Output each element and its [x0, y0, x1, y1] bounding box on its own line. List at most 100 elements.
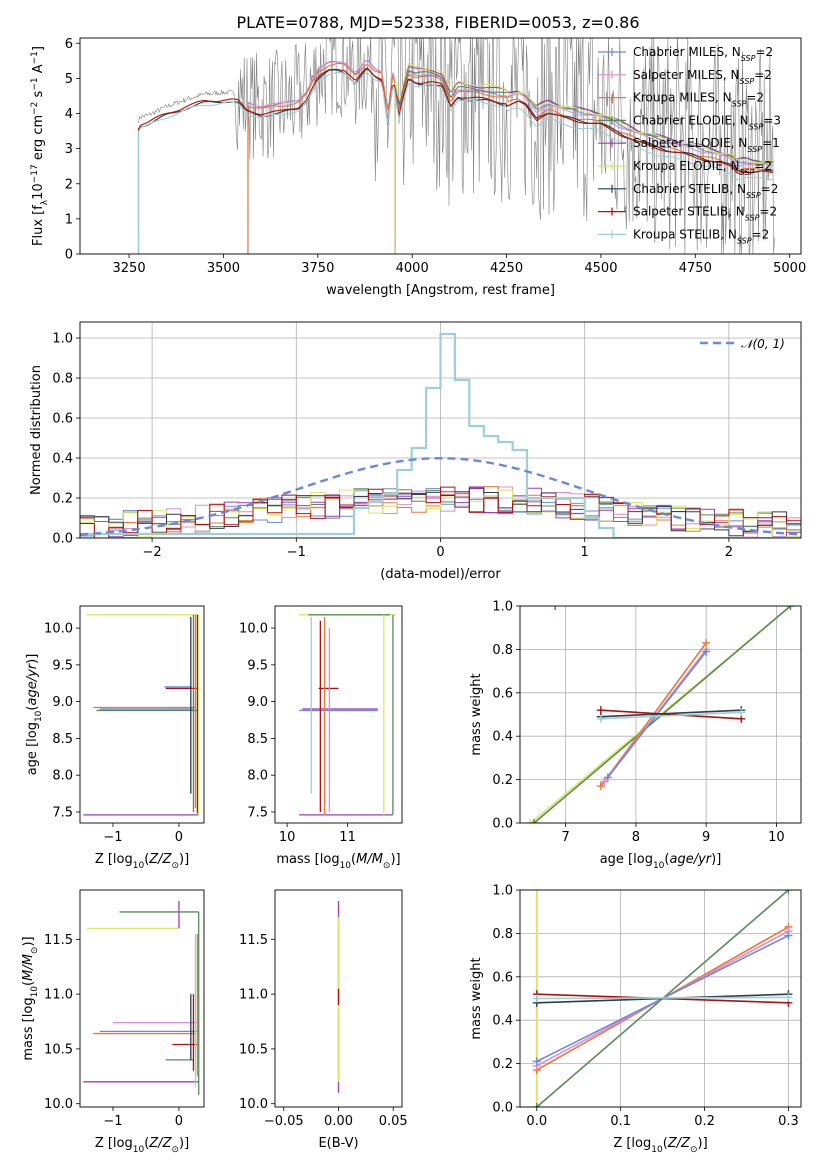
label-part: )]: [179, 852, 189, 867]
residual-histogram: [80, 486, 801, 538]
axes-frame: [274, 605, 403, 824]
legend-text: Salpeter STELIB, N: [633, 205, 745, 219]
label-part: (: [351, 852, 356, 867]
axes-frame: [79, 605, 205, 824]
plot-area: [526, 606, 795, 823]
x-tick-label: 10: [279, 830, 296, 845]
model-spectrum-line: [80, 60, 774, 254]
y-tick-label: 7.5: [247, 805, 268, 820]
label-part: Z/Z: [667, 1136, 691, 1151]
label-part: s: [31, 90, 46, 101]
legend-sub: SSP: [741, 54, 756, 63]
legend-sub: SSP: [749, 122, 764, 131]
y-tick-label: 11.5: [44, 933, 73, 948]
x-tick-label: −1: [287, 545, 306, 560]
y-tick-label: 0.6: [492, 686, 513, 701]
y-tick-label: 11.0: [44, 988, 73, 1003]
x-tick-label: 9: [702, 830, 710, 845]
label-part: (: [25, 706, 40, 711]
model-spectrum-line: [80, 65, 774, 254]
residuals-panel: −2 −1 0 1 2 0.0 0.2 0.4 0.6 0.8 1.0 (data-model)/er…: [29, 321, 802, 582]
x-axis-label: age [log10(age/yr)]: [600, 852, 722, 871]
x-tick-label: −0.05: [264, 1114, 304, 1129]
y-tick-label: 7.5: [52, 805, 73, 820]
label-part: −1: [30, 51, 40, 64]
label-part: )]: [21, 936, 36, 946]
age-vs-metallicity-panel: −1 07.58.08.59.09.510.0Z [log10(Z/Z⊙)]age…: [25, 605, 205, 871]
label-part: age/yr: [669, 852, 712, 867]
legend-tail: =2: [755, 45, 773, 59]
x-tick-label: 4750: [679, 261, 712, 276]
weight-line: [536, 996, 789, 1000]
plot-area: [299, 614, 396, 816]
label-part: mass weight: [469, 957, 484, 1039]
legend-text: Salpeter MILES, N: [633, 68, 740, 82]
label-part: Z [log: [95, 852, 133, 867]
y-axis-label: mass weight: [469, 957, 484, 1039]
y-tick-label: 2: [65, 177, 73, 192]
plot-area: [80, 332, 801, 538]
y-tick-label: 10.0: [44, 1097, 73, 1112]
model-spectrum-line: [80, 62, 774, 254]
x-tick-label: 7: [562, 830, 570, 845]
legend-text: Kroupa MILES, N: [633, 91, 732, 105]
y-tick-label: 8.0: [52, 769, 73, 784]
model-spectrum-line: [80, 67, 773, 254]
label-part: ]: [31, 46, 46, 51]
x-tick-label: 4500: [584, 261, 617, 276]
label-part: mass [log: [21, 997, 36, 1060]
legend-label: Kroupa STELIB, NSSP=2: [633, 227, 769, 245]
axes-frame: [79, 889, 205, 1108]
legend-sub: SSP: [740, 168, 755, 177]
x-tick-label: 0: [175, 830, 183, 845]
label-part: 10: [340, 861, 352, 871]
y-tick-label: 0.8: [52, 372, 73, 387]
mass-vs-metallicity-panel: −1 010.010.511.011.5Z [log10(Z/Z⊙)]mass […: [21, 889, 205, 1155]
label-part: Normed distribution: [29, 365, 44, 495]
legend-tail: =3: [763, 113, 781, 127]
label-part: age/yr: [25, 662, 40, 705]
label-part: A: [31, 64, 46, 77]
y-tick-label: 10.0: [239, 622, 268, 637]
x-tick-label: 10: [768, 830, 785, 845]
y-tick-label: 9.0: [52, 695, 73, 710]
legend-label: Chabrier STELIB, NSSP=2: [633, 182, 778, 200]
label-part: M/M: [356, 852, 383, 867]
label-part: ⊙: [690, 1145, 698, 1155]
label-part: ⊙: [171, 1145, 179, 1155]
legend-tail: =2: [761, 182, 779, 196]
spectrum-panel: 3250 3500 3750 4000 4250 4500 4750 5000 0 1 2 3 4 5 6 w…: [30, 37, 806, 298]
y-tick-label: 9.0: [247, 695, 268, 710]
y-tick-label: 10.0: [44, 622, 73, 637]
y-tick-label: 10.5: [239, 1042, 268, 1057]
x-tick-label: 8: [632, 830, 640, 845]
y-tick-label: 0.2: [492, 1057, 513, 1072]
label-part: E(B-V): [318, 1136, 358, 1151]
axes-frame: [274, 889, 403, 1108]
legend-label: Kroupa MILES, NSSP=2: [633, 91, 764, 109]
x-tick-label: 2: [725, 545, 733, 560]
weight-line: [600, 709, 742, 718]
y-axis-label: Normed distribution: [29, 365, 44, 495]
legend-tail: =2: [752, 227, 770, 241]
x-tick-label: 3500: [207, 261, 240, 276]
observed-spectrum: [138, 38, 775, 254]
x-tick-label: 1: [581, 545, 589, 560]
y-tick-label: 3: [65, 142, 73, 157]
y-tick-label: 0.6: [52, 412, 73, 427]
y-tick-label: 0.2: [52, 492, 73, 507]
y-tick-label: 10.0: [239, 1097, 268, 1112]
y-tick-label: 9.5: [247, 658, 268, 673]
axes-frame: [79, 321, 802, 539]
label-part: ⊙: [30, 947, 40, 955]
label-part: )]: [179, 1136, 189, 1151]
plot-area: [83, 614, 200, 816]
plot-area: [83, 900, 200, 1095]
label-part: mass [log: [276, 852, 339, 867]
weight-line: [600, 709, 742, 720]
x-tick-label: 0.05: [379, 1114, 408, 1129]
legend-text: Kroupa STELIB, N: [633, 227, 737, 241]
y-tick-label: 1.0: [492, 600, 513, 615]
y-tick-label: 6: [65, 37, 73, 52]
